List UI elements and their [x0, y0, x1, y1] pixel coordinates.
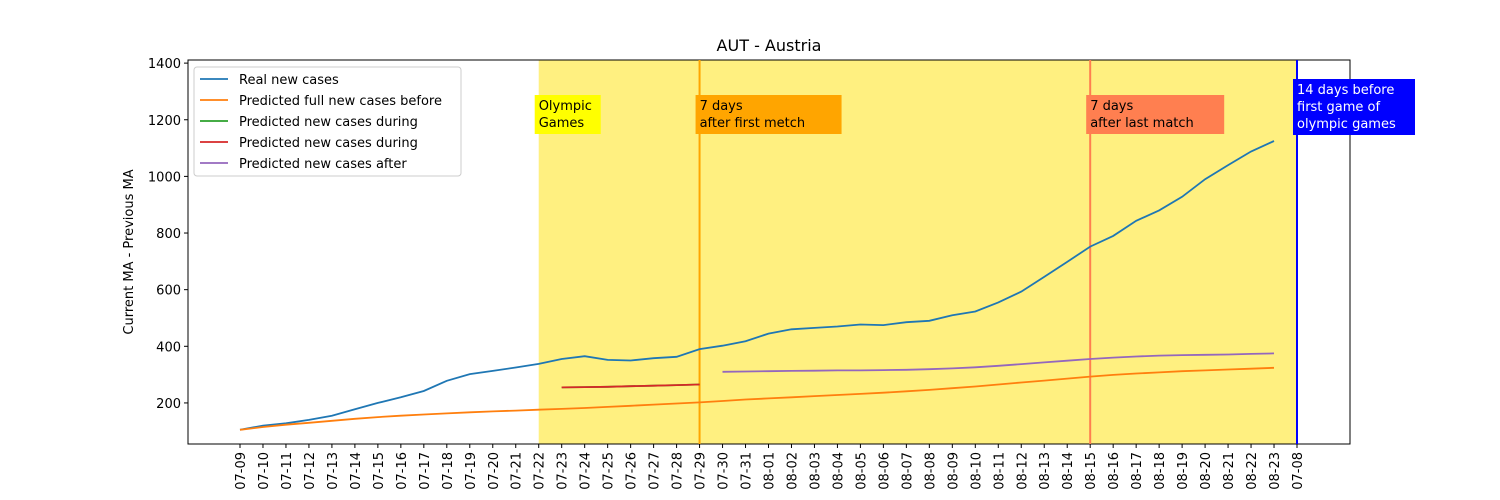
- y-axis-label: Current MA - Previous MA: [122, 169, 137, 334]
- x-tick-label: 08-15: [1084, 452, 1099, 490]
- x-tick-label: 08-12: [1015, 452, 1030, 490]
- annotation-text: first game of: [1297, 100, 1381, 115]
- x-tick-label: 07-13: [326, 452, 341, 490]
- x-tick-label: 08-04: [831, 452, 846, 490]
- annotation-text: after last match: [1090, 116, 1194, 131]
- x-tick-label: 07-20: [487, 452, 502, 490]
- x-tick-label: 07-27: [648, 452, 663, 490]
- annotation-text: Olympic: [539, 99, 592, 114]
- legend-label: Predicted full new cases before: [239, 94, 442, 109]
- legend-box: [193, 66, 462, 177]
- x-tick-label: 08-03: [808, 452, 823, 490]
- x-tick-label: 07-12: [303, 452, 318, 490]
- x-tick-label: 08-23: [1268, 452, 1283, 490]
- x-tick-label: 08-09: [946, 452, 961, 490]
- x-tick-label: 08-01: [763, 452, 778, 490]
- legend-label: Predicted new cases during: [239, 115, 418, 130]
- x-tick-label: 08-11: [992, 452, 1007, 490]
- legend: Real new cases Predicted full new cases b…: [193, 66, 462, 177]
- x-tick-label: 07-29: [694, 452, 709, 490]
- y-tick-label: 600: [156, 284, 181, 299]
- y-tick-label: 400: [156, 340, 181, 355]
- legend-label: Real new cases: [239, 73, 339, 88]
- x-tick-label: 08-13: [1038, 452, 1053, 490]
- x-tick-label: 07-31: [740, 452, 755, 490]
- annotation-box: [695, 95, 842, 134]
- x-tick-label: 08-05: [854, 452, 869, 490]
- x-tick-label: 08-10: [969, 452, 984, 490]
- x-tick-label: 07-28: [671, 452, 686, 490]
- legend-label: Predicted new cases after: [239, 157, 407, 172]
- x-tick-label: 07-21: [510, 452, 525, 490]
- x-tick-label: 07-18: [441, 452, 456, 490]
- x-tick-label: 07-23: [556, 452, 571, 490]
- x-tick-label: 07-08: [1291, 452, 1306, 490]
- x-tick-label: 08-20: [1199, 452, 1214, 490]
- series-line: [722, 352, 1275, 373]
- x-tick-label: 07-17: [418, 452, 433, 490]
- y-tick-label: 1000: [148, 170, 181, 185]
- x-tick-label: 08-06: [877, 452, 892, 490]
- legend-label: Predicted new cases during: [239, 136, 418, 151]
- annotation-text: after first metch: [700, 116, 806, 131]
- annotation-text: 7 days: [700, 99, 743, 114]
- x-tick-label: 07-15: [372, 452, 387, 490]
- y-tick-label: 200: [156, 397, 181, 412]
- x-tick-label: 07-22: [533, 452, 548, 490]
- x-tick-label: 07-25: [602, 452, 617, 490]
- x-tick-label: 08-14: [1061, 452, 1076, 490]
- annotation-text: 7 days: [1090, 99, 1133, 114]
- annotation-box: [1086, 95, 1225, 134]
- x-tick-label: 08-16: [1107, 452, 1122, 490]
- x-tick-label: 08-22: [1245, 452, 1260, 490]
- x-tick-label: 08-02: [785, 452, 800, 490]
- annotation-box: [1293, 79, 1415, 135]
- x-tick-label: 08-08: [923, 452, 938, 490]
- annotation-text: olympic games: [1297, 117, 1396, 132]
- x-tick-label: 07-16: [395, 452, 410, 490]
- x-tick-label: 08-18: [1153, 452, 1168, 490]
- x-tick-label: 07-14: [349, 452, 364, 490]
- x-tick-label: 07-26: [625, 452, 640, 490]
- x-tick-label: 08-07: [900, 452, 915, 490]
- annotation-text: Games: [539, 116, 585, 131]
- series-line: [561, 383, 700, 389]
- x-tick-label: 08-17: [1130, 452, 1145, 490]
- y-tick-label: 1400: [148, 57, 181, 72]
- series-line: [239, 140, 1275, 431]
- x-tick-label: 07-30: [717, 452, 732, 490]
- chart-title: AUT - Austria: [717, 36, 822, 55]
- series-line: [239, 366, 1275, 431]
- y-tick-label: 1200: [148, 114, 181, 129]
- x-tick-label: 07-24: [579, 452, 594, 490]
- x-tick-label: 07-11: [280, 452, 295, 490]
- annotation-text: 14 days before: [1297, 83, 1394, 98]
- x-tick-label: 07-09: [234, 452, 249, 490]
- x-tick-label: 07-19: [464, 452, 479, 490]
- x-tick-label: 07-10: [257, 452, 272, 490]
- y-tick-label: 800: [156, 227, 181, 242]
- annotation-box: [534, 95, 601, 134]
- x-tick-label: 08-21: [1222, 452, 1237, 490]
- x-tick-label: 08-19: [1176, 452, 1191, 490]
